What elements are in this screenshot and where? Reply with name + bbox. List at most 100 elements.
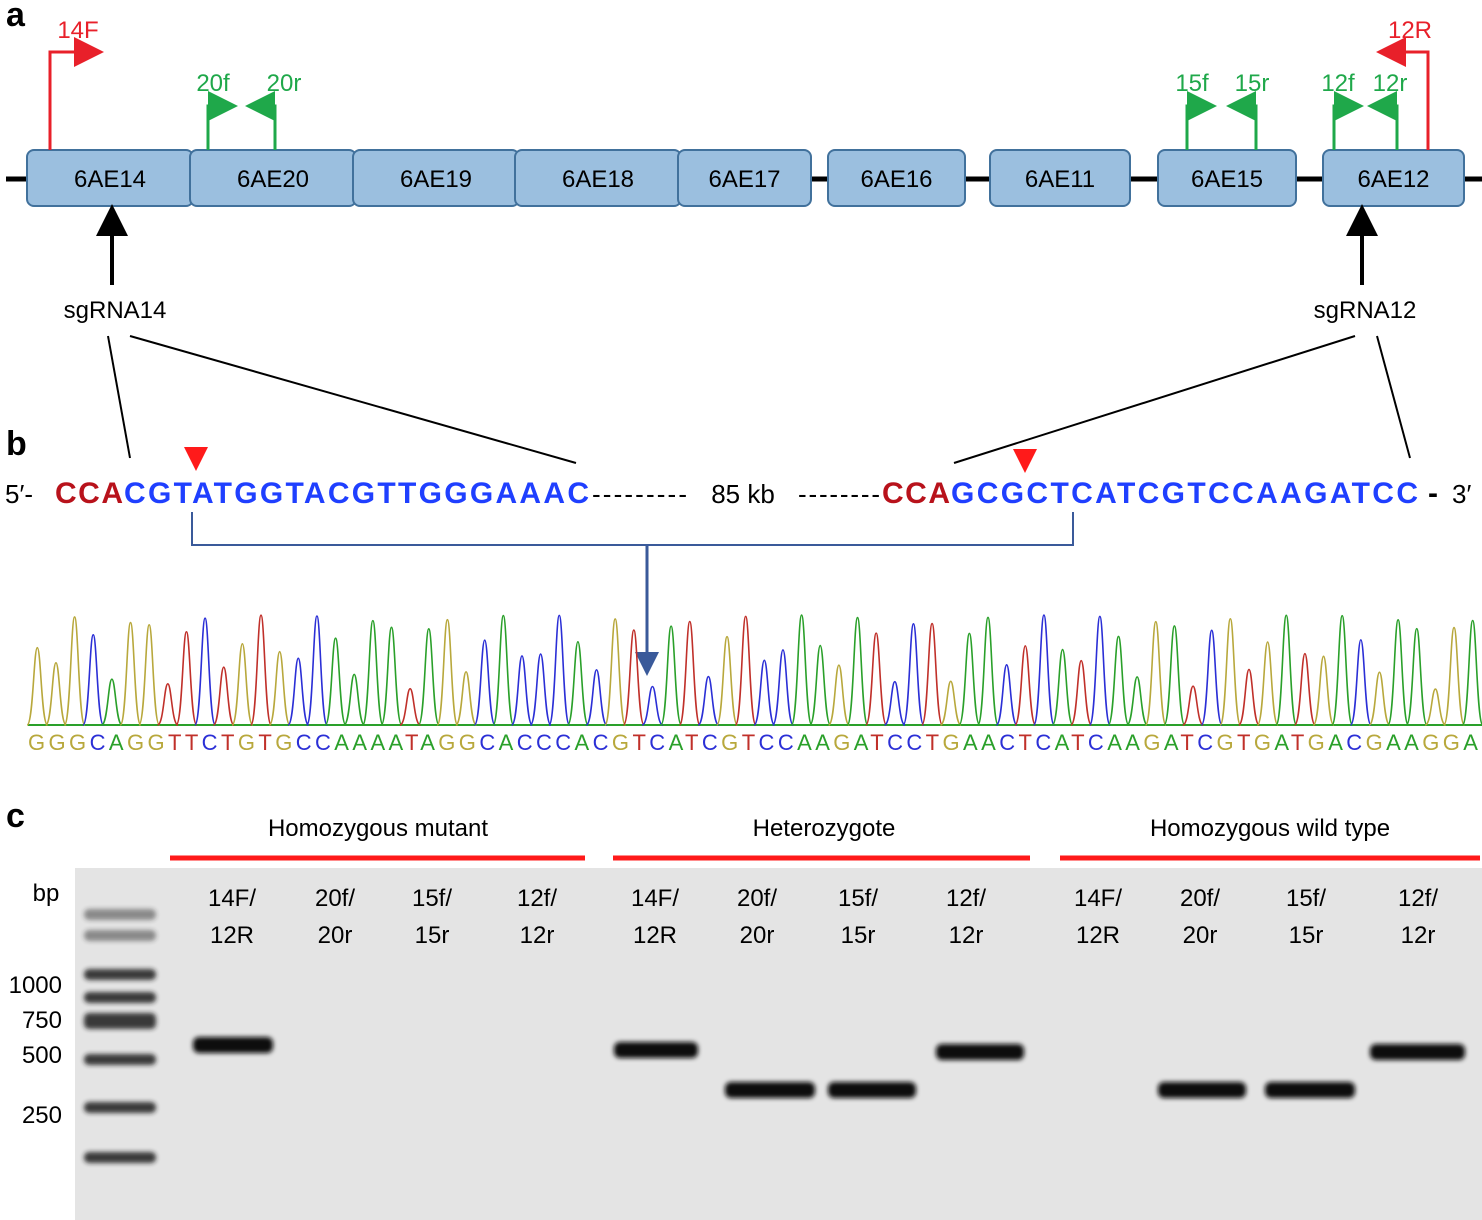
trace-peak [1070, 659, 1093, 726]
trace-peak [1424, 688, 1447, 726]
trace-peak [417, 628, 440, 726]
trace-peak [492, 614, 515, 726]
sample-band [614, 1042, 698, 1058]
trace-peak [119, 621, 142, 726]
group-label: Homozygous wild type [1150, 815, 1390, 842]
trace-peak [1032, 614, 1055, 726]
ladder-band [84, 1102, 156, 1113]
ladder-label: 500 [22, 1042, 62, 1069]
trace-peak [324, 637, 347, 726]
primer-label: 20f [196, 70, 230, 97]
sample-band [936, 1044, 1024, 1060]
primer-label: 14F [57, 17, 98, 44]
gene-box [827, 149, 966, 207]
primer-arrow [1376, 37, 1430, 150]
ladder-label: 1000 [9, 972, 62, 999]
primer-arrow [1367, 91, 1399, 150]
lane-label: 12r [520, 922, 555, 949]
trace-peak [660, 625, 683, 726]
trace-peak [883, 680, 906, 726]
trace-peak [641, 685, 664, 726]
trace-peak [753, 659, 776, 726]
trace-peak [902, 622, 925, 726]
trace-peak [566, 640, 589, 726]
gene-box [989, 149, 1131, 207]
lane-label: 12R [210, 922, 254, 949]
trace-peak [1293, 652, 1316, 726]
gene-row: 6AE14 6AE20 6AE19 6AE18 6AE17 6AE16 6AE11 6AE15… [26, 149, 1465, 207]
trace-peak [1368, 671, 1391, 726]
group-label: Homozygous mutant [268, 815, 488, 842]
trace-peak [809, 644, 832, 726]
primer-label: 12r [1373, 70, 1408, 97]
primer-label: 15f [1175, 70, 1209, 97]
lane-label: 12R [633, 922, 677, 949]
trace-peak [1443, 626, 1466, 726]
gene-box [677, 149, 812, 207]
ladder-band [84, 969, 156, 980]
zoom-line [953, 335, 1356, 464]
lane-labels: 14F/12R 20f/20r 15f/15r 12f/12r 14F/12R 20f/2… [208, 885, 1438, 949]
lane-label: 20r [318, 922, 353, 949]
trace-peak [529, 653, 552, 726]
lane-label: 15r [1289, 922, 1324, 949]
gene-box [1157, 149, 1297, 207]
lane-label: 14F/ [631, 885, 679, 912]
trace-peak [100, 678, 123, 726]
lane-label: 20r [1183, 922, 1218, 949]
lane-label: 12f/ [946, 885, 986, 912]
trace-peak [1256, 641, 1279, 726]
lane-label: 15f/ [1286, 885, 1326, 912]
panel-label: b [6, 425, 27, 463]
ladder-band [84, 930, 156, 941]
lane-label: 15f/ [412, 885, 452, 912]
trace-peak [1312, 655, 1335, 726]
trace-peak [343, 673, 366, 726]
sgrna-label: sgRNA14 [64, 297, 167, 324]
lane-label: 20f/ [737, 885, 777, 912]
trace-peak [1107, 635, 1130, 726]
trace-peak [26, 646, 49, 726]
ladder-label: 750 [22, 1007, 62, 1034]
trace-peak [1275, 614, 1298, 726]
gene-label: 6AE16 [860, 166, 932, 193]
primer-label: 20r [267, 70, 302, 97]
gene-label: 6AE18 [562, 166, 634, 193]
trace-peak [1163, 625, 1186, 726]
trace-peak [175, 630, 198, 726]
gel-bands [84, 909, 1465, 1163]
trace-peak [1014, 645, 1037, 726]
primer-arrow [1226, 91, 1258, 150]
trace-peak [678, 620, 701, 726]
ladder-band [84, 909, 156, 920]
trace-peak [1126, 676, 1149, 726]
lane-label: 20r [740, 922, 775, 949]
trace-peak [622, 629, 645, 726]
ladder-band [84, 1054, 156, 1065]
primer-label: 12R [1388, 17, 1432, 44]
trace-peak [939, 680, 962, 726]
trace-peak [436, 618, 459, 726]
trace-peak [361, 619, 384, 726]
trace-peak [473, 639, 496, 726]
lane-label: 12f/ [1398, 885, 1438, 912]
end-dash: - [1428, 477, 1438, 510]
primer-arrow [48, 37, 104, 150]
lane-label: 20f/ [315, 885, 355, 912]
gene-label: 6AE14 [74, 166, 146, 193]
lane-label: 15r [841, 922, 876, 949]
trace-peak [231, 643, 254, 726]
trace-peak [1182, 685, 1205, 726]
gene-label: 6AE20 [237, 166, 309, 193]
trace-peak [510, 655, 534, 726]
trace-peak [44, 661, 67, 726]
trace-peak [995, 663, 1018, 726]
lane-label: 12f/ [517, 885, 557, 912]
ladder-band [84, 1013, 156, 1029]
primer-arrow [206, 91, 238, 150]
gene-label: 6AE12 [1357, 166, 1429, 193]
ladder-label: 250 [22, 1102, 62, 1129]
gene-label: 6AE17 [708, 166, 780, 193]
gene-label: 6AE11 [1025, 166, 1095, 193]
